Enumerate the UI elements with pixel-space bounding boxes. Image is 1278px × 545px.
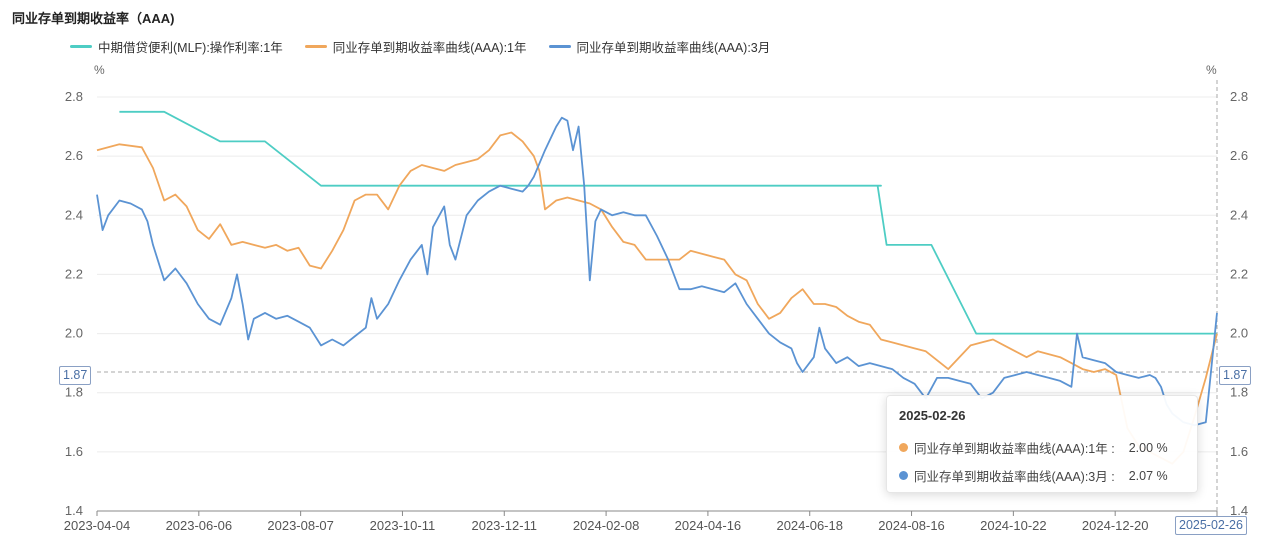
x-tick-label: 2023-12-11 xyxy=(471,518,537,533)
series-line-2 xyxy=(96,116,1218,427)
y-tick-label-left: 2.6 xyxy=(65,148,83,163)
tooltip-label-3m: 同业存单到期收益率曲线(AAA):3月 : xyxy=(914,470,1115,484)
tooltip-date: 2025-02-26 xyxy=(899,408,966,423)
tooltip: 2025-02-26 同业存单到期收益率曲线(AAA):1年 : 2.00 % … xyxy=(886,395,1198,493)
tooltip-dot-1y xyxy=(899,443,908,452)
y-tick-label-left: 2.4 xyxy=(65,207,83,222)
x-tick-label: 2024-06-18 xyxy=(776,518,843,533)
tooltip-label-1y: 同业存单到期收益率曲线(AAA):1年 : xyxy=(914,442,1115,456)
x-tick-label: 2024-04-16 xyxy=(675,518,742,533)
legend-swatch-1y xyxy=(304,45,327,48)
legend-swatch-mlf xyxy=(70,45,92,48)
legend-item-1y[interactable]: 同业存单到期收益率曲线(AAA):1年 xyxy=(304,37,527,56)
x-tick-label: 2024-08-16 xyxy=(878,518,945,533)
y-tick-label-left: 1.8 xyxy=(65,385,83,400)
x-tick-label: 2023-10-11 xyxy=(370,518,436,533)
x-tick-label: 2024-12-20 xyxy=(1082,518,1149,533)
y-tick-label-left: 2.0 xyxy=(65,326,83,341)
legend-item-3m[interactable]: 同业存单到期收益率曲线(AAA):3月 xyxy=(548,37,771,56)
y-tick-label-right: 1.6 xyxy=(1230,444,1248,459)
y-tick-label-right: 2.4 xyxy=(1230,207,1248,222)
legend-item-mlf[interactable]: 中期借贷便利(MLF):操作利率:1年 xyxy=(70,37,283,56)
tooltip-row-1y: 同业存单到期收益率曲线(AAA):1年 : 2.00 % xyxy=(899,438,1168,457)
tooltip-value-3m: 2.07 % xyxy=(1128,468,1168,483)
y-tick-label-right: 2.2 xyxy=(1230,266,1248,281)
series-line-0 xyxy=(119,110,1217,335)
y-tick-label-left: 1.6 xyxy=(65,444,83,459)
x-tick-label: 2023-04-04 xyxy=(64,518,131,533)
crosshair-y-label-left: 1.87 xyxy=(59,366,92,385)
tooltip-dot-3m xyxy=(899,471,908,480)
y-tick-label-left: 2.8 xyxy=(65,89,83,104)
crosshair-y-label-right: 1.87 xyxy=(1219,366,1252,385)
y-axis-unit-left: % xyxy=(94,63,105,77)
y-tick-label-left: 2.2 xyxy=(65,266,83,281)
x-tick-label: 2023-06-06 xyxy=(166,518,233,533)
x-tick-label: 2023-08-07 xyxy=(267,518,334,533)
chart-title: 同业存单到期收益率（AAA) xyxy=(12,11,175,26)
legend-label-3m: 同业存单到期收益率曲线(AAA):3月 xyxy=(576,41,771,55)
tooltip-row-3m: 同业存单到期收益率曲线(AAA):3月 : 2.07 % xyxy=(899,466,1168,485)
crosshair-x-label: 2025-02-26 xyxy=(1175,516,1247,535)
x-tick-label: 2024-02-08 xyxy=(573,518,640,533)
y-tick-label-right: 2.0 xyxy=(1230,326,1248,341)
y-axis-unit-right: % xyxy=(1206,63,1217,77)
legend-label-mlf: 中期借贷便利(MLF):操作利率:1年 xyxy=(98,41,283,55)
y-tick-label-right: 2.8 xyxy=(1230,89,1248,104)
y-tick-label-right: 2.6 xyxy=(1230,148,1248,163)
legend-swatch-3m xyxy=(548,45,571,48)
tooltip-value-1y: 2.00 % xyxy=(1128,440,1168,455)
y-tick-label-right: 1.8 xyxy=(1230,385,1248,400)
y-tick-label-right: 1.4 xyxy=(1230,503,1248,518)
x-tick-label: 2024-10-22 xyxy=(980,518,1047,533)
series-line-1 xyxy=(96,131,1218,465)
y-tick-label-left: 1.4 xyxy=(65,503,83,518)
legend: 中期借贷便利(MLF):操作利率:1年 同业存单到期收益率曲线(AAA):1年 … xyxy=(70,37,770,56)
legend-label-1y: 同业存单到期收益率曲线(AAA):1年 xyxy=(332,41,527,55)
